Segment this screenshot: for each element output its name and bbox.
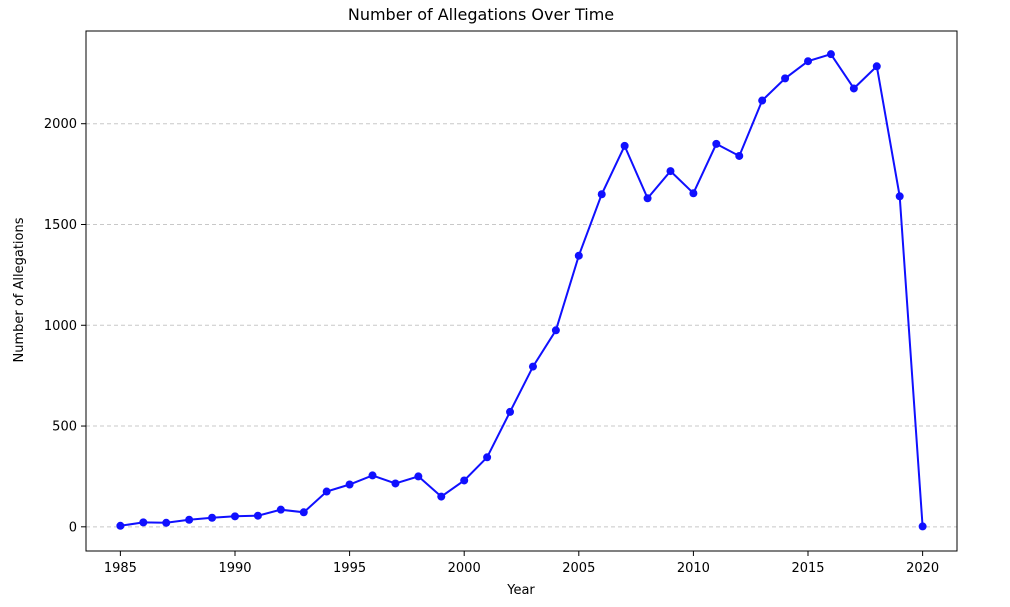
data-point-2016 [826,50,835,59]
data-point-2018 [872,62,881,71]
data-point-2012 [735,151,744,160]
data-point-1988 [185,515,194,524]
y-axis-label: Number of Allegations [12,217,27,362]
data-point-2006 [597,190,606,199]
data-point-2007 [620,141,629,150]
data-point-1993 [299,508,308,517]
x-tick-label-1990: 1990 [218,561,251,576]
data-point-2003 [528,362,537,371]
data-point-1994 [322,487,331,496]
data-point-2020 [918,522,927,531]
gridlines [86,123,957,528]
data-point-1986 [139,518,148,527]
data-point-2005 [574,251,583,260]
data-point-2017 [849,84,858,93]
data-point-2010 [689,189,698,198]
data-point-1990 [230,512,239,521]
data-point-2004 [551,326,560,335]
x-tick-label-2000: 2000 [448,561,481,576]
data-point-1995 [345,480,354,489]
data-point-2001 [483,453,492,462]
data-point-2009 [666,167,675,176]
chart-title: Number of Allegations Over Time [348,5,614,24]
data-point-2008 [643,194,652,203]
y-tick-label-1000: 1000 [44,319,77,334]
x-tick-label-1985: 1985 [104,561,137,576]
series-layer [116,50,927,531]
series-line-0 [120,53,924,527]
data-point-1996 [368,471,377,480]
y-tick-label-1500: 1500 [44,218,77,233]
x-tick-label-2010: 2010 [677,561,710,576]
y-tick-label-2000: 2000 [44,117,77,132]
data-point-1999 [437,492,446,501]
x-tick-label-1995: 1995 [333,561,366,576]
data-point-1998 [414,472,423,481]
x-tick-label-2015: 2015 [791,561,824,576]
y-tick-label-0: 0 [69,520,77,535]
x-axis-label: Year [506,583,535,598]
y-tick-label-500: 500 [52,420,77,435]
data-point-2019 [895,192,904,201]
data-point-2002 [506,407,515,416]
data-point-1989 [208,513,217,522]
data-point-2000 [460,476,469,485]
data-point-2015 [804,57,813,66]
x-tick-label-2005: 2005 [562,561,595,576]
data-point-1991 [253,511,262,520]
x-tick-label-2020: 2020 [906,561,939,576]
plot-frame [85,30,958,552]
data-point-1985 [116,521,125,530]
data-point-1997 [391,479,400,488]
data-point-2013 [758,96,767,105]
data-point-2011 [712,139,721,148]
data-point-1987 [162,518,171,527]
data-point-1992 [276,505,285,514]
axes: 1985 1990 1995 2000 2005 2010 2015 2020 0 500 1000… [44,30,958,576]
data-point-2014 [781,74,790,83]
